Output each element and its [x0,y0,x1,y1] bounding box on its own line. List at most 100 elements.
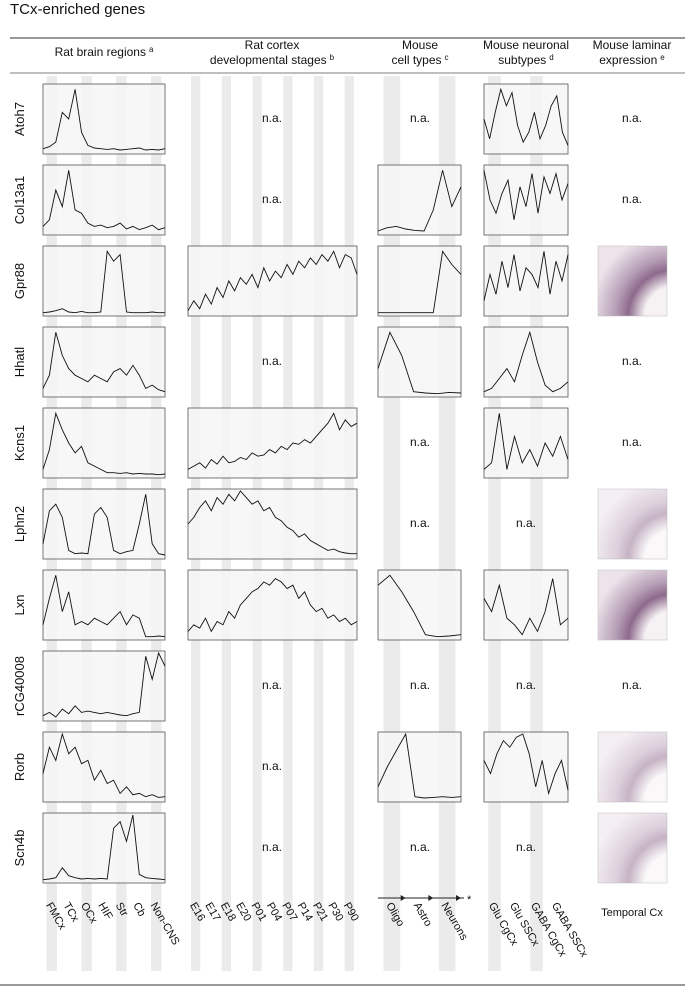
sparkline-panel [187,569,358,641]
ish-image [597,245,668,317]
not-available: n.a. [516,516,536,530]
category-label: P90 [341,901,361,924]
arrow-head [400,895,406,901]
sparkline-panel [42,326,166,398]
expression-line [42,89,166,151]
header-text: Mouse laminar [593,38,672,52]
column-header: Mouse laminar [593,38,672,52]
category-label: P21 [310,901,330,924]
gene-label: Atoh7 [12,102,27,136]
expression-line [483,251,569,301]
sparkline-panel [187,488,358,560]
not-available: n.a. [262,678,282,692]
category-label: E20 [233,901,253,924]
expression-line [378,250,462,314]
expression-line [483,733,569,796]
expression-line [483,330,569,393]
arrow-head [456,895,461,901]
ish-image [597,569,668,641]
not-available: n.a. [410,111,430,125]
sparkline-panel [483,245,569,317]
expression-line [377,331,462,395]
header-text: subtypes [498,53,546,67]
sparkline-panel [377,326,462,398]
sparkline-panel [483,569,569,641]
not-available: n.a. [262,354,282,368]
expression-line [187,578,358,633]
sparkline-panel [377,569,462,641]
not-available: n.a. [262,192,282,206]
gene-label: Rorb [12,753,27,781]
expression-line [42,494,166,556]
not-available: n.a. [410,678,430,692]
expression-line [377,170,462,232]
ish-image [597,488,668,560]
category-label: P30 [325,901,345,924]
sparkline-panel [42,812,166,884]
category-label: P14 [295,901,315,924]
expression-line [42,732,166,798]
category-label: Cb [130,901,147,919]
expression-line [377,732,462,799]
expression-line [42,249,165,314]
expression-line [42,411,166,476]
sparkline-panel [377,245,462,317]
gene-label: Hhatl [12,347,27,377]
sparkline-panel [187,245,358,317]
ish-image [597,812,668,884]
category-label: Astro [411,901,434,929]
category-label: P04 [264,901,284,924]
header-text: Mouse neuronal [483,38,569,52]
not-available: n.a. [262,111,282,125]
category-label: OCx [78,901,100,926]
category-label: P01 [249,901,269,924]
column-header: cell types c [391,53,448,67]
sparkline-panel [42,731,166,803]
category-label: Str [113,901,131,919]
header-text: Rat cortex [245,38,300,52]
gene-label: rCG40008 [12,656,27,716]
not-available: n.a. [516,678,536,692]
expression-line [377,574,462,638]
not-available: n.a. [410,435,430,449]
column-header: expression e [599,53,665,67]
ish-image [597,731,668,803]
column-header: Mouse [402,38,438,52]
footnote-letter: d [549,53,553,62]
not-available: n.a. [622,111,642,125]
category-label: P07 [279,901,299,924]
header-text: Mouse [402,38,438,52]
sparkline-panel [377,164,462,236]
not-available: n.a. [622,354,642,368]
arrow-head [428,895,434,901]
column-header: subtypes d [498,53,553,67]
footnote-mark: * [467,894,472,906]
not-available: n.a. [262,840,282,854]
not-available: n.a. [622,435,642,449]
not-available: n.a. [410,516,430,530]
gene-label: Scn4b [12,830,27,867]
not-available: n.a. [622,192,642,206]
gene-label: Gpr88 [12,263,27,299]
sparkline-panel [42,164,166,236]
gene-label: Kcns1 [12,425,27,461]
category-label: Temporal Cx [601,907,663,919]
expression-line [483,87,569,146]
gene-label: Lxn [12,595,27,616]
header-text: Rat brain regions [55,45,146,59]
not-available: n.a. [622,678,642,692]
expression-line [42,814,166,881]
expression-line [42,651,166,718]
column-header: Rat brain regions a [55,45,154,59]
footnote-letter: b [330,53,335,62]
footnote-letter: e [660,53,665,62]
header-text: cell types [391,53,441,67]
expression-line [187,490,357,555]
sparkline-panel [377,731,462,803]
category-label: E18 [218,901,238,924]
gene-label: Col13a1 [12,176,27,224]
expression-line [187,412,358,470]
not-available: n.a. [262,759,282,773]
expression-line [483,170,569,220]
